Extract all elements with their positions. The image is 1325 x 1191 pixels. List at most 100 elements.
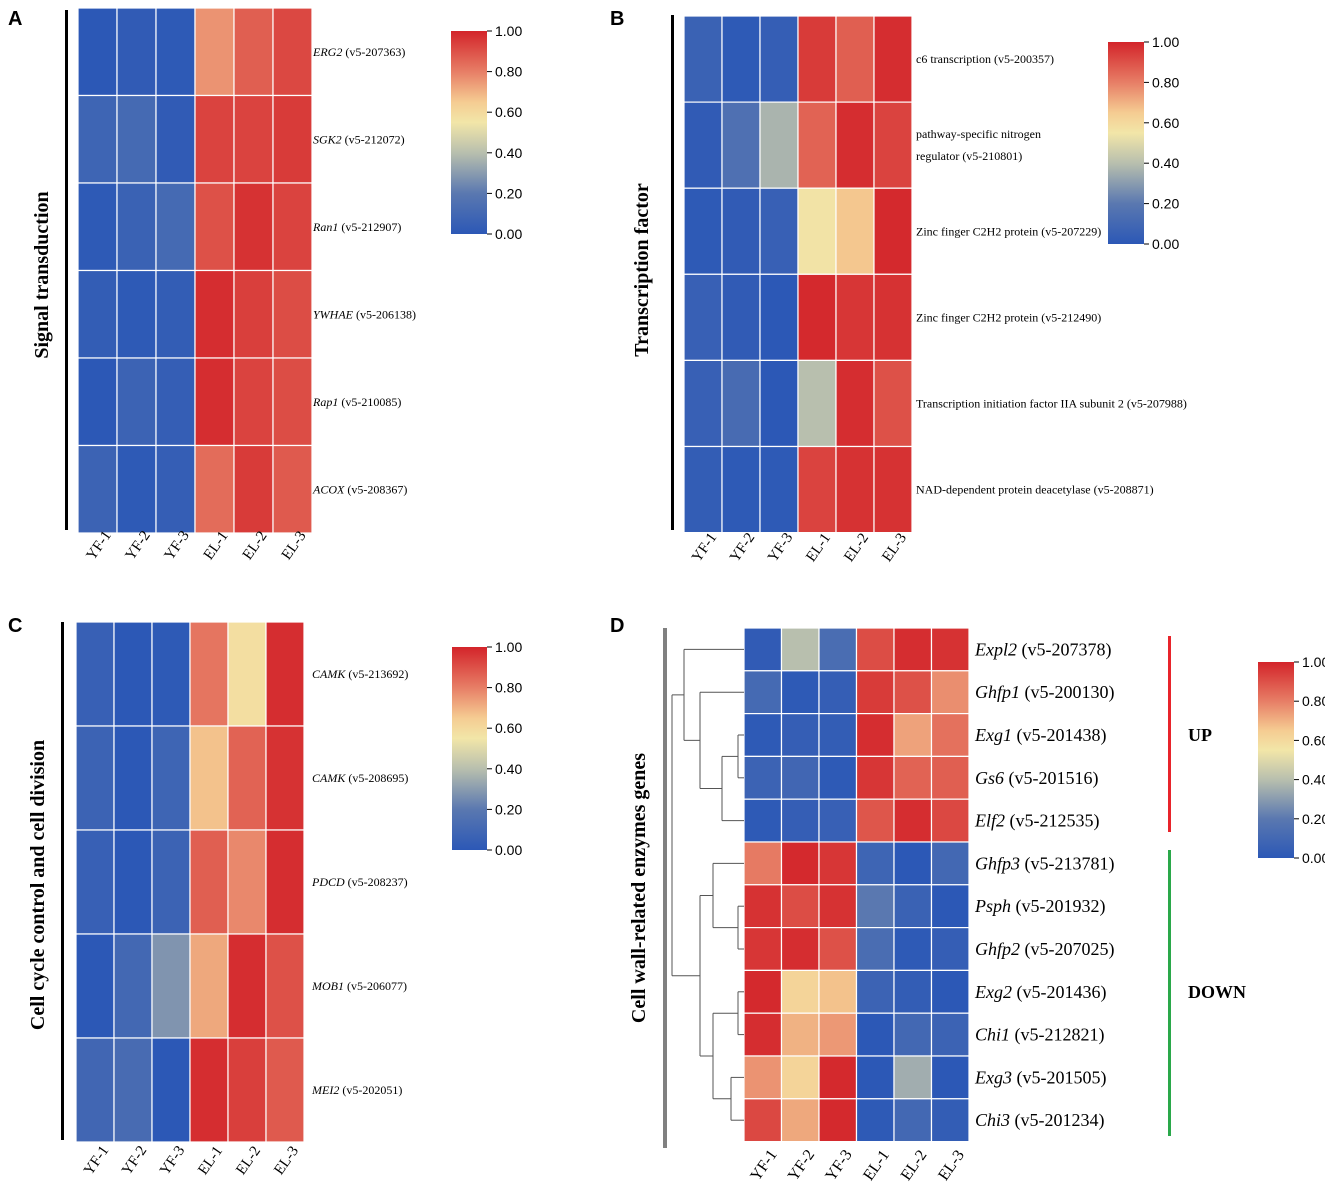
category-label: Transcription factor (631, 183, 653, 357)
column-label: EL-1 (860, 1147, 893, 1184)
column-label: YF-1 (81, 1143, 112, 1178)
heatmap-cell (818, 627, 858, 672)
row-label: Exg3 (v5-201505) (974, 1067, 1106, 1088)
heatmap-cell (759, 445, 799, 534)
heatmap-cell (272, 444, 313, 534)
heatmap-cell (75, 725, 115, 831)
heatmap-cell (116, 182, 157, 272)
heatmap-cell (151, 933, 191, 1039)
heatmap-cell (780, 755, 820, 800)
heatmap-cell (930, 926, 970, 971)
heatmap-cell (759, 187, 799, 275)
heatmap-cell (930, 670, 970, 715)
heatmap-cell (77, 269, 118, 359)
heatmap-cell (835, 445, 875, 534)
heatmap-cell (780, 712, 820, 757)
colorbar-tick-label: 0.40 (1302, 772, 1325, 788)
colorbar-tick-label: 0.00 (1302, 850, 1325, 866)
heatmap-cell (113, 829, 153, 935)
heatmap-cell (194, 94, 235, 184)
heatmap-cell (759, 15, 799, 103)
panel-c: C Cell cycle control and cell division CAM… (8, 615, 522, 1178)
heatmap-cell (893, 670, 933, 715)
heatmap-cell (893, 627, 933, 672)
heatmap-cell (855, 755, 895, 800)
colorbar-tick-label: 1.00 (1302, 654, 1325, 670)
heatmap-cell (113, 1037, 153, 1143)
heatmap-cell (818, 755, 858, 800)
heatmap-cell (797, 445, 837, 534)
heatmap-cell (233, 444, 274, 534)
column-label: EL-3 (935, 1147, 968, 1184)
heatmap-cell (194, 7, 235, 97)
heatmap-cell (743, 841, 783, 886)
heatmap-cell (930, 712, 970, 757)
heatmap-cell (683, 15, 723, 103)
heatmap-cell (189, 621, 229, 727)
heatmap-cell (855, 841, 895, 886)
row-label: NAD-dependent protein deacetylase (v5-20… (916, 483, 1154, 497)
colorbar-tick-label: 0.60 (495, 104, 522, 120)
heatmap-cell (265, 725, 305, 831)
panel-label: D (610, 615, 624, 637)
heatmap-cell (227, 725, 267, 831)
heatmap-cell (797, 101, 837, 189)
heatmap-cell (721, 445, 761, 534)
heatmap-cell (780, 884, 820, 929)
row-label: Transcription initiation factor IIA subu… (916, 396, 1187, 410)
heatmap-cell (721, 273, 761, 361)
panel-d: D Cell wall-related enzymes genes Expl2 (v… (610, 615, 1325, 1184)
category-label: Cell cycle control and cell division (27, 740, 49, 1030)
row-label: Rap1 (v5-210085) (312, 395, 401, 409)
heatmap-cell (151, 725, 191, 831)
heatmap-cell (721, 359, 761, 448)
colorbar (451, 31, 487, 234)
heatmap-cell (155, 182, 196, 272)
heatmap-cell (818, 926, 858, 971)
heatmap-cell (818, 884, 858, 929)
group-label-up: UP (1188, 725, 1212, 745)
heatmap-cell (116, 269, 157, 359)
heatmap-cell (743, 627, 783, 672)
heatmap-cell (818, 1012, 858, 1057)
column-label: YF-3 (157, 1143, 188, 1178)
row-label: ERG2 (v5-207363) (312, 45, 405, 59)
heatmap-cell (893, 712, 933, 757)
row-label: Expl2 (v5-207378) (974, 639, 1111, 660)
heatmap-cell (780, 627, 820, 672)
category-label: Cell wall-related enzymes genes (628, 753, 650, 1023)
heatmap-cell (155, 269, 196, 359)
group-bar-up (1168, 636, 1171, 832)
heatmap-cell (194, 444, 235, 534)
heatmap-cell (233, 7, 274, 97)
heatmap-cell (189, 933, 229, 1039)
colorbar-tick-label: 1.00 (1152, 34, 1179, 50)
heatmap-cell (893, 969, 933, 1014)
heatmap-cell (743, 755, 783, 800)
heatmap-cell (116, 444, 157, 534)
heatmap-cell (151, 829, 191, 935)
panel-label: B (610, 8, 624, 30)
panel-label: C (8, 615, 22, 637)
heatmap-cell (194, 182, 235, 272)
colorbar-tick-label: 0.80 (1302, 693, 1325, 709)
heatmap-cell (75, 933, 115, 1039)
colorbar (1258, 662, 1294, 858)
heatmap-cell (893, 884, 933, 929)
heatmap-cell (780, 670, 820, 715)
heatmap-cell (893, 755, 933, 800)
colorbar-tick-label: 0.20 (1152, 196, 1179, 212)
heatmap-cell (75, 829, 115, 935)
heatmap-cell (683, 445, 723, 534)
row-label: Psph (v5-201932) (974, 896, 1105, 917)
heatmap-cell (873, 15, 913, 103)
panel-b: B Transcription factor c6 transcription (v… (610, 8, 1187, 565)
row-label: pathway-specific nitrogen (916, 127, 1041, 141)
heatmap-cell (116, 357, 157, 447)
row-label: MOB1 (v5-206077) (311, 979, 407, 993)
heatmap-cell (835, 273, 875, 361)
heatmap-cell (77, 182, 118, 272)
heatmap-cell (818, 1055, 858, 1100)
heatmap-cell (233, 182, 274, 272)
column-label: EL-1 (201, 528, 232, 562)
